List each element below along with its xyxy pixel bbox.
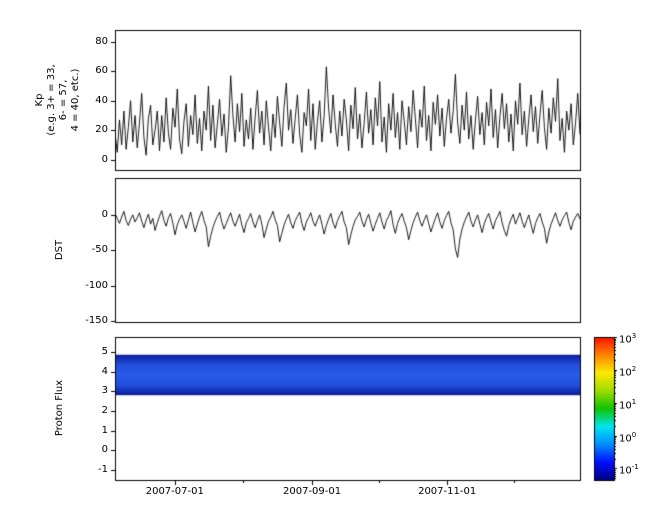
y-tick-label: 3 — [101, 385, 108, 397]
y-tick-label: 1 — [101, 424, 108, 436]
x-tick-label: 2007-11-01 — [418, 486, 477, 497]
y-tick-label: 80 — [95, 35, 108, 47]
y-tick-label: 0 — [101, 444, 108, 456]
y-tick-label: 5 — [101, 345, 108, 357]
y-tick-label: -1 — [98, 464, 108, 476]
y-tick-label: 0 — [101, 153, 108, 165]
colorbar-tick-label: 103 — [619, 332, 637, 346]
y-tick-label: -150 — [85, 315, 108, 327]
y-tick-label: -100 — [85, 279, 108, 291]
y-tick-label: 60 — [95, 65, 108, 77]
x-tick-label: 2007-07-01 — [145, 486, 204, 497]
y-tick-label: 20 — [95, 124, 108, 136]
y-tick-label: 40 — [95, 94, 108, 106]
y-tick-label: 0 — [101, 208, 108, 220]
colorbar-tick-label: 101 — [619, 397, 637, 412]
colorbar-tick-label: 100 — [619, 430, 637, 444]
colorbar-tick-label: 10-1 — [619, 463, 639, 477]
x-tick-label: 2007-09-01 — [283, 486, 342, 497]
y-tick-label: -50 — [91, 244, 108, 256]
colorbar-tick-label: 102 — [619, 364, 637, 379]
y-tick-label: 2 — [101, 404, 108, 416]
y-tick-label: 4 — [101, 365, 108, 377]
